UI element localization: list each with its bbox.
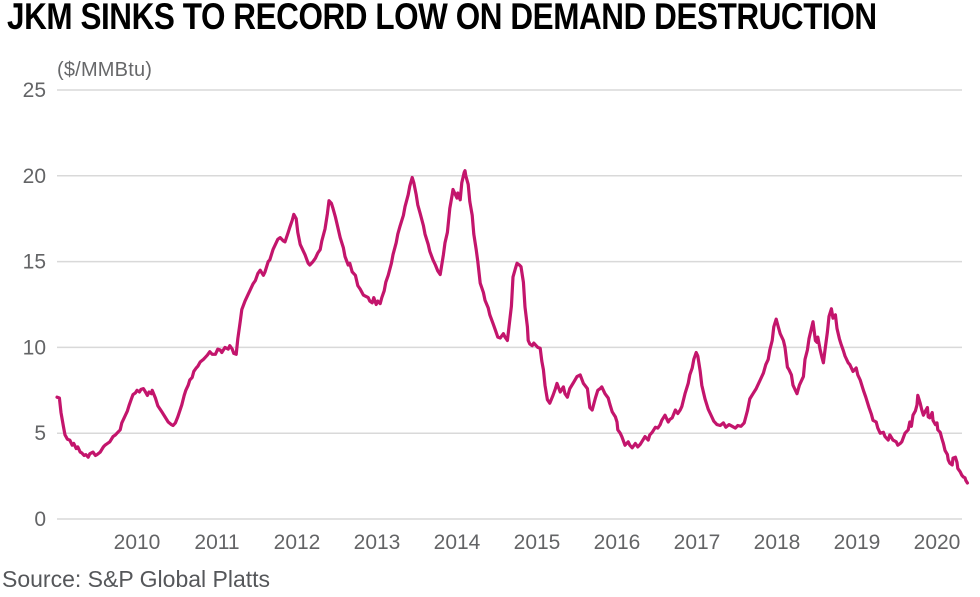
y-tick-label: 20 [23,165,46,188]
x-tick-label: 2014 [434,531,481,554]
x-tick-label: 2020 [914,531,961,554]
x-tick-label: 2010 [114,531,161,554]
x-tick-label: 2017 [674,531,721,554]
x-tick-label: 2019 [834,531,881,554]
x-tick-label: 2011 [194,531,239,554]
x-tick-label: 2012 [274,531,321,554]
price-line [55,169,970,485]
y-tick-label: 15 [23,251,46,274]
x-tick-label: 2013 [354,531,401,554]
y-tick-label: 25 [23,79,46,102]
x-tick-label: 2016 [594,531,641,554]
y-tick-label: 5 [34,422,46,445]
y-tick-label: 10 [23,336,46,359]
y-tick-label: 0 [34,508,46,531]
x-tick-label: 2018 [754,531,801,554]
x-tick-label: 2015 [514,531,561,554]
y-axis-unit-label: ($/MMBtu) [57,59,153,81]
source-note: Source: S&P Global Platts [2,566,271,592]
chart-title: JKM SINKS TO RECORD LOW ON DEMAND DESTRU… [7,0,877,37]
